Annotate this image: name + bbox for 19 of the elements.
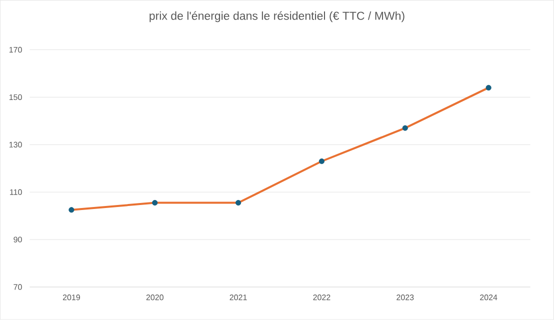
x-tick-label: 2019 (62, 294, 80, 300)
x-tick-label: 2022 (313, 294, 330, 300)
point (68, 207, 74, 213)
y-tick-label: 70 (14, 284, 22, 290)
point (318, 158, 325, 164)
point (402, 125, 408, 131)
y-tick-label: 110 (10, 189, 22, 196)
point (236, 200, 242, 206)
x-tick-label: 2021 (230, 294, 247, 300)
y-tick-label: 130 (9, 142, 22, 148)
chart-title: prix de l'énergie dans le résidentiel (€ TTC / MWh) (150, 11, 404, 22)
point (152, 200, 158, 206)
x-tick-label: 2020 (146, 294, 164, 300)
y-tick-label: 90 (14, 236, 22, 243)
point (486, 85, 492, 91)
y-tick-label: 150 (9, 94, 22, 100)
y-tick-label: 170 (9, 47, 22, 53)
x-tick-label: 2024 (480, 294, 498, 300)
x-tick-label: 2023 (396, 294, 414, 300)
